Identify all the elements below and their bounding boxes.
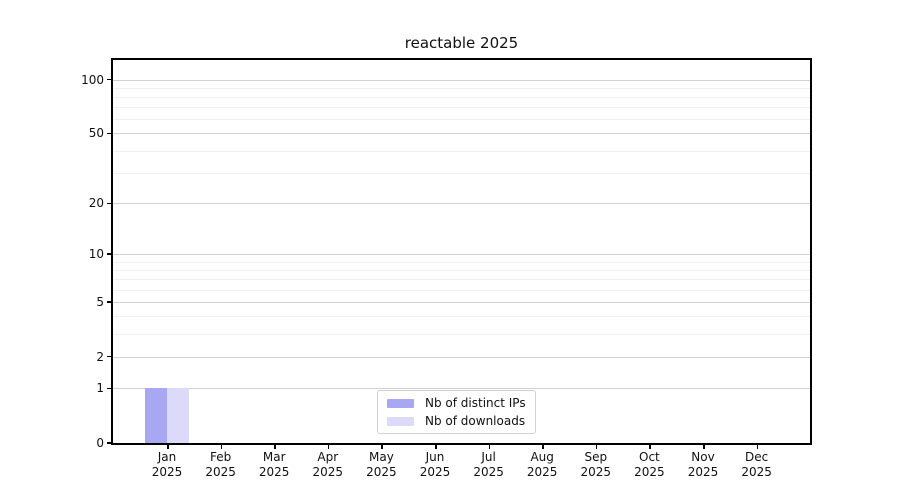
x-tick-aug-2025	[542, 443, 544, 449]
gridline-minor-30	[113, 172, 810, 174]
chart-title: reactable 2025	[404, 34, 519, 52]
y-tick-label-5: 5	[96, 294, 104, 309]
gridline-minor-90	[113, 87, 810, 89]
gridline-minor-80	[113, 96, 810, 98]
gridline-minor-3	[113, 333, 810, 335]
y-tick-label-1: 1	[96, 381, 104, 396]
x-tick-oct-2025	[649, 443, 651, 449]
y-tick-0	[107, 442, 113, 444]
x-tick-label-jul-2025: Jul 2025	[473, 450, 504, 479]
y-tick-label-10: 10	[88, 247, 104, 262]
gridline-minor-8	[113, 270, 810, 271]
gridline-major-10	[113, 254, 810, 256]
x-tick-nov-2025	[703, 443, 705, 449]
x-tick-label-dec-2025: Dec 2025	[741, 450, 772, 479]
gridline-major-2	[113, 356, 810, 358]
y-tick-2	[107, 355, 113, 358]
x-tick-jun-2025	[435, 443, 437, 449]
y-tick-50	[107, 132, 113, 135]
y-tick-label-20: 20	[88, 196, 104, 211]
x-tick-label-aug-2025: Aug 2025	[526, 450, 558, 479]
gridline-major-1	[113, 388, 810, 390]
x-tick-label-mar-2025: Mar 2025	[258, 450, 290, 479]
x-tick-label-feb-2025: Feb 2025	[205, 450, 236, 479]
x-tick-label-jan-2025: Jan 2025	[151, 450, 183, 479]
x-tick-label-apr-2025: Apr 2025	[312, 450, 344, 479]
legend: Nb of distinct IPs Nb of downloads	[377, 390, 536, 434]
x-tick-jan-2025	[167, 443, 169, 449]
x-tick-label-nov-2025: Nov 2025	[687, 450, 719, 479]
x-tick-label-jun-2025: Jun 2025	[419, 450, 451, 479]
gridline-major-20	[113, 203, 810, 205]
x-tick-label-may-2025: May 2025	[366, 450, 397, 479]
y-tick-10	[107, 253, 113, 255]
x-tick-label-sep-2025: Sep 2025	[580, 450, 612, 479]
x-tick-may-2025	[381, 443, 383, 449]
gridline-minor-7	[113, 279, 810, 281]
gridline-major-100	[113, 79, 810, 81]
x-tick-jul-2025	[488, 443, 491, 449]
x-tick-feb-2025	[220, 443, 223, 449]
gridline-minor-4	[113, 316, 810, 318]
y-tick-label-2: 2	[96, 349, 104, 364]
plot-area: Nb of distinct IPs Nb of downloads	[111, 58, 812, 445]
gridline-major-5	[113, 301, 810, 303]
gridline-minor-6	[113, 289, 810, 291]
x-tick-apr-2025	[327, 443, 330, 449]
y-tick-1	[107, 387, 113, 390]
x-tick-label-oct-2025: Oct 2025	[634, 450, 665, 479]
legend-label-downloads: Nb of downloads	[425, 414, 526, 428]
gridline-minor-70	[113, 107, 810, 109]
y-tick-label-50: 50	[88, 126, 104, 141]
y-tick-label-0: 0	[96, 436, 104, 450]
gridline-major-50	[113, 133, 810, 135]
x-tick-dec-2025	[756, 443, 759, 449]
legend-label-distinct-ips: Nb of distinct IPs	[425, 396, 526, 410]
bar-nb-of-distinct-ips-jan-2025	[145, 388, 167, 443]
y-tick-20	[107, 202, 113, 204]
legend-swatch-downloads	[387, 416, 414, 426]
y-tick-5	[107, 301, 113, 303]
x-tick-mar-2025	[274, 443, 276, 449]
legend-item-downloads: Nb of downloads	[387, 413, 526, 429]
gridline-minor-60	[113, 119, 810, 121]
y-tick-label-100: 100	[81, 72, 104, 87]
bar-nb-of-downloads-jan-2025	[167, 388, 189, 443]
legend-item-distinct-ips: Nb of distinct IPs	[387, 395, 526, 411]
x-tick-sep-2025	[595, 443, 598, 449]
gridline-minor-40	[113, 150, 810, 152]
gridline-minor-9	[113, 261, 810, 263]
y-tick-100	[107, 78, 113, 81]
legend-swatch-distinct-ips	[387, 398, 414, 408]
